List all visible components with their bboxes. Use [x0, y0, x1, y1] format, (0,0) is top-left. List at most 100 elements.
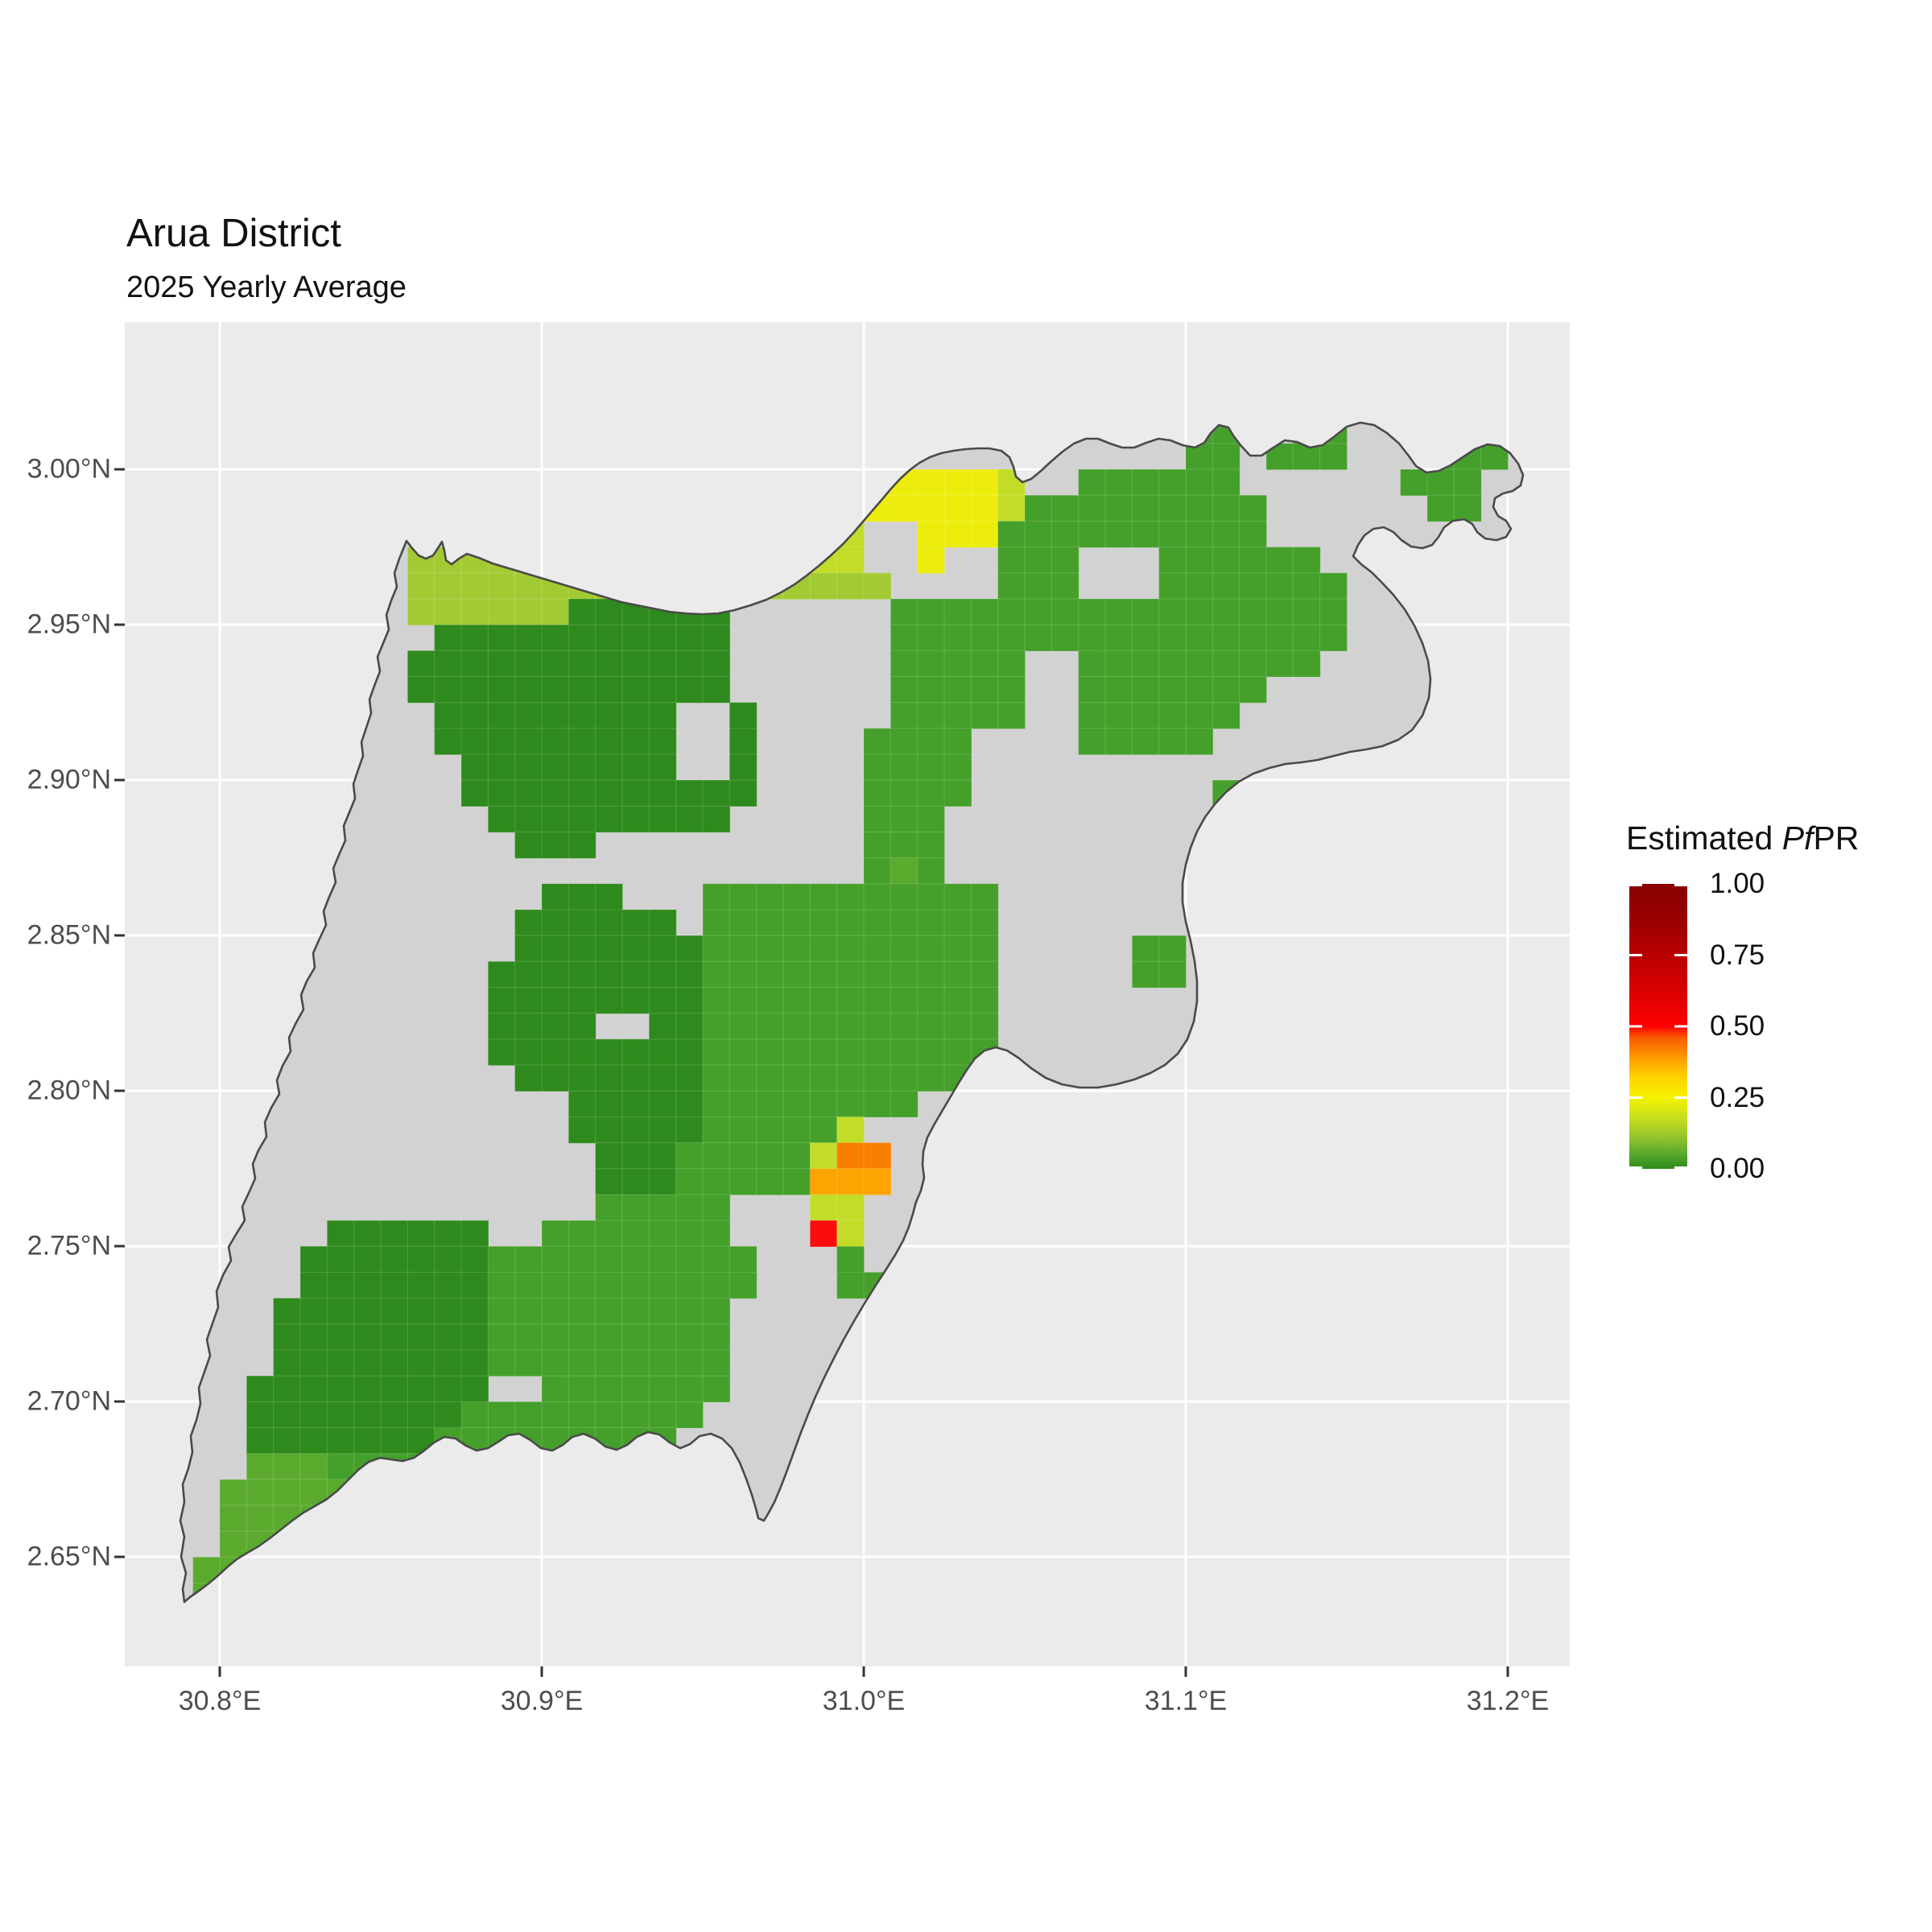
raster-cell — [246, 1453, 275, 1480]
raster-cell — [729, 935, 758, 963]
raster-cell — [890, 702, 919, 729]
raster-cell — [621, 935, 650, 963]
raster-cell — [890, 728, 919, 756]
raster-cell — [836, 1116, 865, 1144]
raster-cell — [1158, 547, 1187, 574]
raster-cell — [621, 1375, 650, 1403]
raster-cell — [970, 1013, 999, 1040]
raster-cell — [702, 1220, 731, 1248]
raster-cell — [997, 494, 1026, 522]
raster-cell — [541, 1375, 570, 1403]
raster-cell — [541, 1323, 570, 1352]
raster-cell — [595, 1116, 623, 1144]
raster-cell — [1078, 624, 1106, 652]
raster-cell — [1131, 494, 1160, 522]
raster-cell — [460, 1220, 489, 1248]
raster-cell — [890, 494, 919, 522]
raster-cell — [487, 779, 516, 807]
raster-cell — [890, 857, 919, 885]
raster-cell — [514, 675, 543, 704]
raster-cell — [487, 728, 516, 756]
raster-cell — [863, 572, 892, 601]
y-tick-label: 2.85°N — [27, 919, 111, 951]
raster-cell — [917, 598, 945, 626]
raster-cell — [675, 1323, 704, 1352]
raster-cell — [621, 1116, 650, 1144]
raster-cell — [460, 572, 489, 601]
raster-cell — [514, 1401, 543, 1429]
raster-cell — [970, 702, 999, 729]
raster-cell — [675, 1038, 704, 1067]
raster-cell — [1239, 675, 1267, 704]
raster-cell — [863, 1038, 892, 1067]
raster-cell — [434, 572, 462, 601]
raster-cell — [890, 753, 919, 782]
raster-cell — [890, 883, 919, 911]
raster-cell — [1131, 469, 1160, 497]
raster-cell — [836, 1271, 865, 1299]
raster-cell — [380, 1349, 409, 1377]
raster-cell — [568, 650, 597, 678]
raster-cell — [621, 1038, 650, 1067]
raster-cell — [756, 1038, 784, 1067]
raster-cell — [541, 779, 570, 807]
raster-cell — [970, 624, 999, 652]
raster-cell — [970, 650, 999, 678]
raster-cell — [943, 702, 972, 729]
raster-cell — [836, 1194, 865, 1222]
raster-cell — [621, 728, 650, 756]
raster-cell — [1158, 598, 1187, 626]
raster-cell — [809, 1194, 838, 1222]
raster-cell — [1131, 598, 1160, 626]
raster-cell — [648, 909, 677, 937]
raster-cell — [1212, 572, 1241, 601]
raster-cell — [541, 1349, 570, 1377]
raster-cell — [917, 494, 945, 522]
raster-cell — [487, 1298, 516, 1325]
raster-cell — [514, 805, 543, 833]
raster-cell — [782, 1116, 811, 1144]
raster-cell — [1185, 702, 1214, 729]
raster-cell — [1239, 598, 1267, 626]
raster-cell — [782, 1090, 811, 1118]
raster-cell — [1158, 494, 1187, 522]
raster-cell — [621, 1298, 650, 1325]
raster-cell — [1239, 547, 1267, 574]
y-tick-label: 2.95°N — [27, 609, 111, 640]
raster-cell — [917, 702, 945, 729]
raster-cell — [675, 1013, 704, 1040]
raster-cell — [595, 624, 623, 652]
raster-cell — [1239, 650, 1267, 678]
raster-cell — [1158, 935, 1187, 963]
raster-cell — [863, 832, 892, 859]
raster-cell — [729, 1245, 758, 1274]
raster-cell — [1024, 598, 1053, 626]
raster-cell — [568, 1038, 597, 1067]
raster-cell — [353, 1220, 382, 1248]
raster-cell — [836, 572, 865, 601]
raster-cell — [514, 1323, 543, 1352]
raster-cell — [541, 753, 570, 782]
raster-cell — [514, 832, 543, 859]
raster-cell — [1212, 702, 1241, 729]
raster-cell — [1104, 469, 1133, 497]
raster-cell — [729, 1116, 758, 1144]
raster-cell — [273, 1479, 302, 1507]
raster-cell — [353, 1271, 382, 1299]
raster-cell — [326, 1375, 355, 1403]
raster-cell — [702, 909, 731, 937]
raster-cell — [917, 960, 945, 989]
raster-cell — [863, 987, 892, 1014]
raster-cell — [836, 1142, 865, 1170]
raster-cell — [1292, 547, 1321, 574]
raster-cell — [568, 675, 597, 704]
raster-cell — [756, 1116, 784, 1144]
raster-cell — [675, 1116, 704, 1144]
raster-cell — [595, 883, 623, 911]
raster-cell — [621, 1064, 650, 1092]
raster-cell — [836, 1168, 865, 1195]
raster-cell — [675, 1194, 704, 1222]
raster-cell — [568, 1090, 597, 1118]
raster-cell — [863, 909, 892, 937]
raster-cell — [621, 909, 650, 937]
